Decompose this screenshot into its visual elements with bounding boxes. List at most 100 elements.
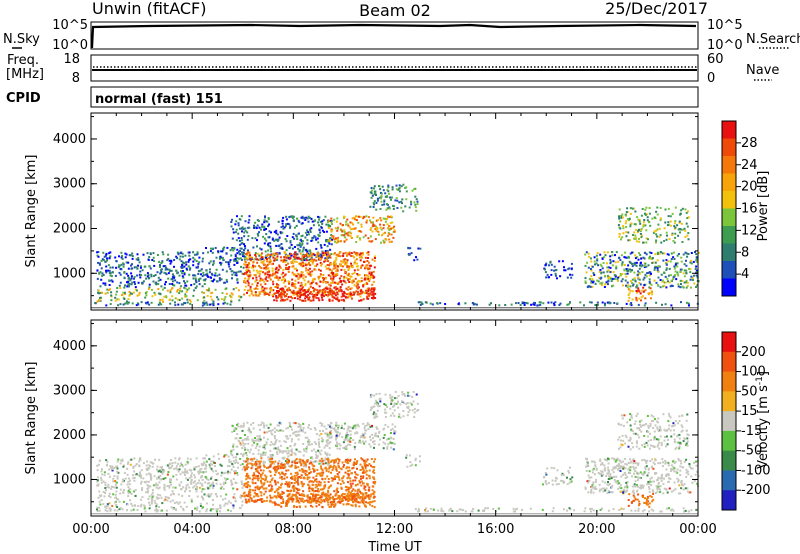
scatter-cell bbox=[284, 252, 287, 255]
scatter-cell bbox=[257, 294, 260, 297]
scatter-cell bbox=[247, 249, 249, 252]
scatter-cell bbox=[618, 256, 621, 259]
scatter-cell bbox=[133, 470, 136, 473]
scatter-cell bbox=[607, 275, 609, 278]
scatter-cell bbox=[371, 194, 374, 197]
scatter-cell bbox=[607, 283, 609, 286]
scatter-cell bbox=[617, 276, 620, 279]
scatter-cell bbox=[251, 458, 254, 461]
scatter-cell bbox=[309, 274, 312, 277]
scatter-cell bbox=[323, 243, 326, 246]
scatter-cell bbox=[278, 440, 281, 443]
scatter-cell bbox=[391, 227, 394, 229]
scatter-cell bbox=[308, 466, 311, 469]
scatter-cell bbox=[387, 192, 390, 195]
scatter-cell bbox=[367, 257, 369, 259]
scatter-cell bbox=[286, 435, 289, 438]
scatter-cell bbox=[102, 259, 105, 261]
scatter-cell bbox=[683, 275, 686, 278]
scatter-cell bbox=[419, 247, 422, 250]
scatter-cell bbox=[365, 221, 368, 224]
scatter-cell bbox=[155, 484, 158, 487]
scatter-cell bbox=[299, 291, 302, 294]
scatter-cell bbox=[250, 258, 253, 261]
scatter-cell bbox=[109, 465, 112, 468]
scatter-cell bbox=[249, 259, 252, 262]
scatter-cell bbox=[163, 486, 166, 489]
scatter-cell bbox=[172, 273, 174, 276]
scatter-cell bbox=[141, 487, 144, 490]
scatter-cell bbox=[353, 492, 356, 495]
scatter-cell bbox=[245, 269, 248, 271]
scatter-cell bbox=[371, 466, 374, 468]
scatter-cell bbox=[289, 445, 292, 448]
scatter-cell bbox=[619, 274, 622, 277]
scatter-cell bbox=[300, 273, 303, 276]
scatter-cell bbox=[365, 477, 368, 480]
scatter-cell bbox=[321, 222, 324, 225]
scatter-cell bbox=[181, 255, 184, 258]
scatter-cell bbox=[268, 261, 271, 264]
scatter-cell bbox=[296, 479, 299, 482]
scatter-cell bbox=[255, 458, 258, 461]
scatter-cell bbox=[380, 228, 383, 231]
scatter-cell bbox=[225, 292, 228, 295]
scatter-cell bbox=[277, 488, 280, 491]
scatter-cell bbox=[118, 284, 121, 287]
scatter-cell bbox=[655, 265, 658, 268]
scatter-cell bbox=[263, 259, 266, 262]
scatter-cell bbox=[161, 465, 163, 468]
scatter-cell bbox=[361, 465, 364, 468]
scatter-cell bbox=[375, 193, 377, 196]
scatter-cell bbox=[149, 475, 152, 477]
scatter-cell bbox=[217, 250, 220, 253]
scatter-cell bbox=[335, 258, 338, 261]
scatter-cell bbox=[130, 458, 133, 461]
scatter-cell bbox=[327, 221, 329, 224]
scatter-cell bbox=[247, 251, 250, 253]
scatter-cell bbox=[137, 264, 139, 267]
scatter-cell bbox=[180, 481, 183, 484]
scatter-cell bbox=[239, 443, 242, 446]
scatter-cell bbox=[271, 462, 274, 465]
scatter-cell bbox=[152, 462, 154, 465]
scatter-cell bbox=[299, 284, 302, 287]
scatter-cell bbox=[635, 290, 638, 292]
scatter-cell bbox=[303, 279, 306, 282]
y-tick-label: 2000 bbox=[53, 222, 86, 237]
scatter-cell bbox=[177, 470, 180, 473]
scatter-cell bbox=[274, 268, 277, 271]
scatter-cell bbox=[269, 287, 272, 290]
scatter-cell bbox=[591, 279, 594, 282]
scatter-cell bbox=[206, 486, 209, 489]
scatter-cell bbox=[222, 302, 225, 305]
scatter-cell bbox=[246, 476, 249, 479]
scatter-cell bbox=[240, 258, 243, 261]
scatter-cell bbox=[643, 219, 646, 221]
scatter-cell bbox=[298, 232, 300, 235]
scatter-cell bbox=[127, 301, 130, 304]
scatter-cell bbox=[348, 295, 350, 298]
scatter-cell bbox=[253, 463, 256, 465]
scatter-cell bbox=[100, 481, 103, 484]
scatter-cell bbox=[613, 302, 616, 304]
scatter-cell bbox=[245, 272, 248, 275]
scatter-cell bbox=[648, 274, 651, 277]
scatter-cell bbox=[263, 267, 266, 270]
scatter-cell bbox=[314, 268, 317, 271]
scatter-cell bbox=[260, 248, 263, 251]
scatter-cell bbox=[201, 275, 204, 278]
scatter-cell bbox=[139, 265, 142, 268]
scatter-cell bbox=[315, 443, 317, 445]
scatter-cell bbox=[362, 476, 364, 479]
scatter-cell bbox=[345, 271, 347, 274]
scatter-cell bbox=[307, 426, 310, 429]
scatter-cell bbox=[635, 223, 637, 226]
scatter-cell bbox=[120, 483, 123, 486]
scatter-cell bbox=[265, 287, 268, 290]
scatter-cell bbox=[96, 277, 99, 280]
power-colorbar-label: Power [dB] bbox=[756, 171, 771, 242]
scatter-cell bbox=[247, 474, 250, 477]
scatter-cell bbox=[315, 460, 318, 463]
scatter-cell bbox=[118, 264, 121, 267]
